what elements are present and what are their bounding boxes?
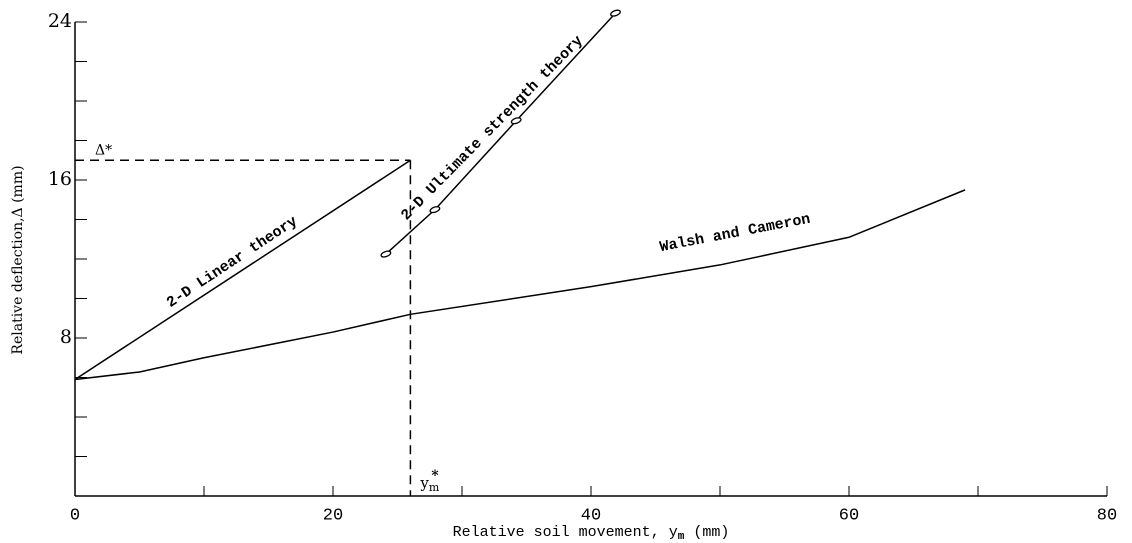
series-marker (429, 206, 441, 214)
y-tick-label: 24 (48, 10, 72, 32)
y-tick-label: 8 (60, 326, 72, 348)
series-line (385, 12, 617, 255)
series-line (74, 189, 966, 381)
series-label: Walsh and Cameron (658, 211, 812, 256)
series-marker (380, 250, 392, 258)
reference-x-label-part: y (419, 474, 429, 492)
x-tick-label: 60 (839, 506, 859, 525)
reference-x-label: ym* (419, 468, 439, 494)
x-axis-label-part: m (678, 531, 685, 543)
reference-x-label-part: * (431, 468, 439, 484)
series-label: 2-D Linear theory (164, 213, 301, 312)
series-label: 2-D Ultimate strength theory (398, 32, 587, 224)
series-marker (610, 9, 621, 17)
reference-x-label-part: m (429, 481, 440, 494)
reference-y-label: Δ* (95, 142, 112, 158)
x-tick-label: 0 (70, 506, 80, 525)
x-axis-label: Relative soil movement, ym (mm) (453, 524, 730, 543)
x-tick-label: 80 (1097, 506, 1117, 525)
series-marker (510, 117, 522, 125)
y-tick-label: 16 (48, 168, 72, 190)
x-axis-label-part: (mm) (684, 524, 729, 541)
x-tick-label: 40 (581, 506, 601, 525)
y-axis-label: Relative deflection,Δ (mm) (10, 165, 26, 354)
series-line (74, 159, 411, 381)
x-axis-label-part: Relative soil movement, y (453, 524, 678, 541)
x-tick-label: 20 (323, 506, 343, 525)
